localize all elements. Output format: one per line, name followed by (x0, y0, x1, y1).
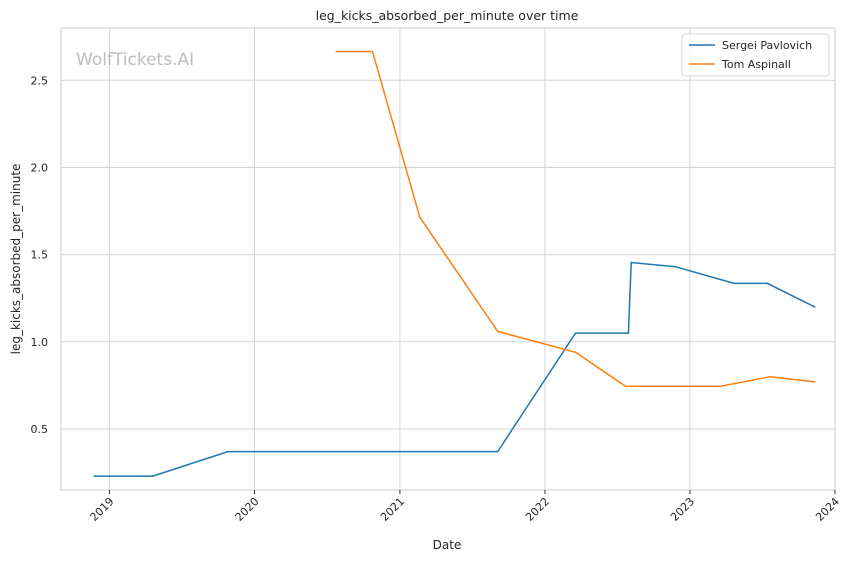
data-point-1 (813, 381, 816, 383)
data-point-0 (813, 306, 816, 308)
data-point-0 (496, 450, 499, 453)
plot-frame (60, 27, 836, 491)
y-axis-ticks: 0.5 1.0 1.5 2.0 2.5 (31, 74, 49, 436)
legend-label-1: Tom Aspinall (721, 58, 791, 71)
data-point-1 (371, 50, 374, 53)
chart-title: leg_kicks_absorbed_per_minute over time (316, 8, 579, 23)
data-point-0 (152, 475, 154, 477)
x-axis-label: Date (433, 538, 462, 552)
data-point-0 (227, 450, 229, 453)
data-point-1 (769, 375, 771, 378)
data-point-1 (574, 351, 577, 354)
data-point-0 (674, 266, 677, 268)
data-point-1 (719, 385, 721, 388)
y-tick-label: 2.5 (31, 74, 49, 87)
series-layer (93, 50, 816, 477)
legend-label-0: Sergei Pavlovich (722, 39, 812, 52)
legend: Sergei Pavlovich Tom Aspinall (681, 33, 830, 77)
data-point-1 (335, 50, 338, 53)
data-point-1 (496, 330, 499, 333)
data-point-0 (93, 475, 96, 477)
data-point-1 (624, 385, 627, 388)
grid-lines (61, 28, 836, 490)
y-tick-label: 1.5 (31, 249, 49, 262)
watermark-text: WolfTickets.AI (76, 50, 194, 70)
y-axis-label: leg_kicks_absorbed_per_minute (9, 164, 23, 355)
legend-box (681, 33, 830, 77)
data-point-0 (766, 282, 769, 285)
y-tick-label: 1.0 (31, 336, 49, 349)
data-point-0 (733, 282, 735, 285)
data-point-0 (574, 332, 577, 334)
data-point-0 (627, 332, 630, 334)
data-point-1 (419, 216, 421, 218)
y-tick-label: 2.0 (31, 161, 49, 174)
y-tick-label: 0.5 (31, 423, 49, 436)
data-point-0 (630, 261, 632, 264)
